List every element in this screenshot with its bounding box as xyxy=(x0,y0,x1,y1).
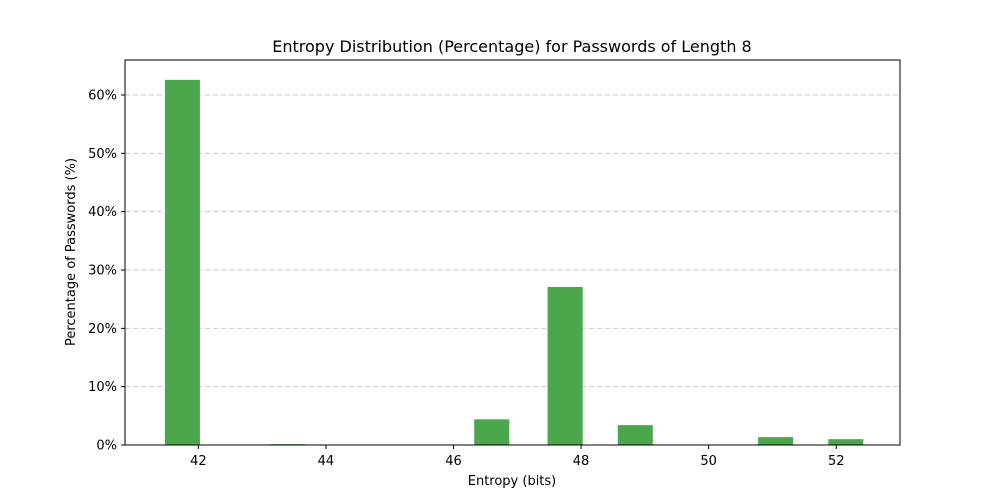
y-tick-label: 60% xyxy=(88,89,117,104)
plot-frame xyxy=(124,59,901,446)
x-tick-label: 48 xyxy=(573,454,590,469)
y-axis-ticks: 0% 10% 20% 30% 40% 50% 60% xyxy=(88,89,125,454)
x-axis-title: Entropy (bits) xyxy=(468,474,557,489)
bar xyxy=(474,419,510,445)
x-tick-label: 50 xyxy=(700,454,717,469)
grid-layer xyxy=(125,94,900,388)
y-tick-label: 30% xyxy=(88,264,117,279)
y-tick-label: 10% xyxy=(88,380,117,395)
bar xyxy=(617,425,653,445)
x-tick-label: 44 xyxy=(318,454,335,469)
bar xyxy=(758,437,794,445)
y-tick-label: 50% xyxy=(88,147,117,162)
y-axis-title: Percentage of Passwords (%) xyxy=(64,158,79,346)
y-tick-label: 40% xyxy=(88,205,117,220)
chart-title: Entropy Distribution (Percentage) for Pa… xyxy=(272,37,751,56)
x-tick-label: 42 xyxy=(190,454,207,469)
bar xyxy=(164,79,200,445)
x-tick-label: 46 xyxy=(445,454,462,469)
bar xyxy=(547,286,583,445)
bars-layer xyxy=(164,79,864,445)
bar xyxy=(828,439,864,445)
x-axis-ticks: 42 44 46 48 50 52 xyxy=(190,445,844,469)
y-tick-label: 0% xyxy=(96,439,117,454)
y-tick-label: 20% xyxy=(88,322,117,337)
x-tick-label: 52 xyxy=(828,454,845,469)
